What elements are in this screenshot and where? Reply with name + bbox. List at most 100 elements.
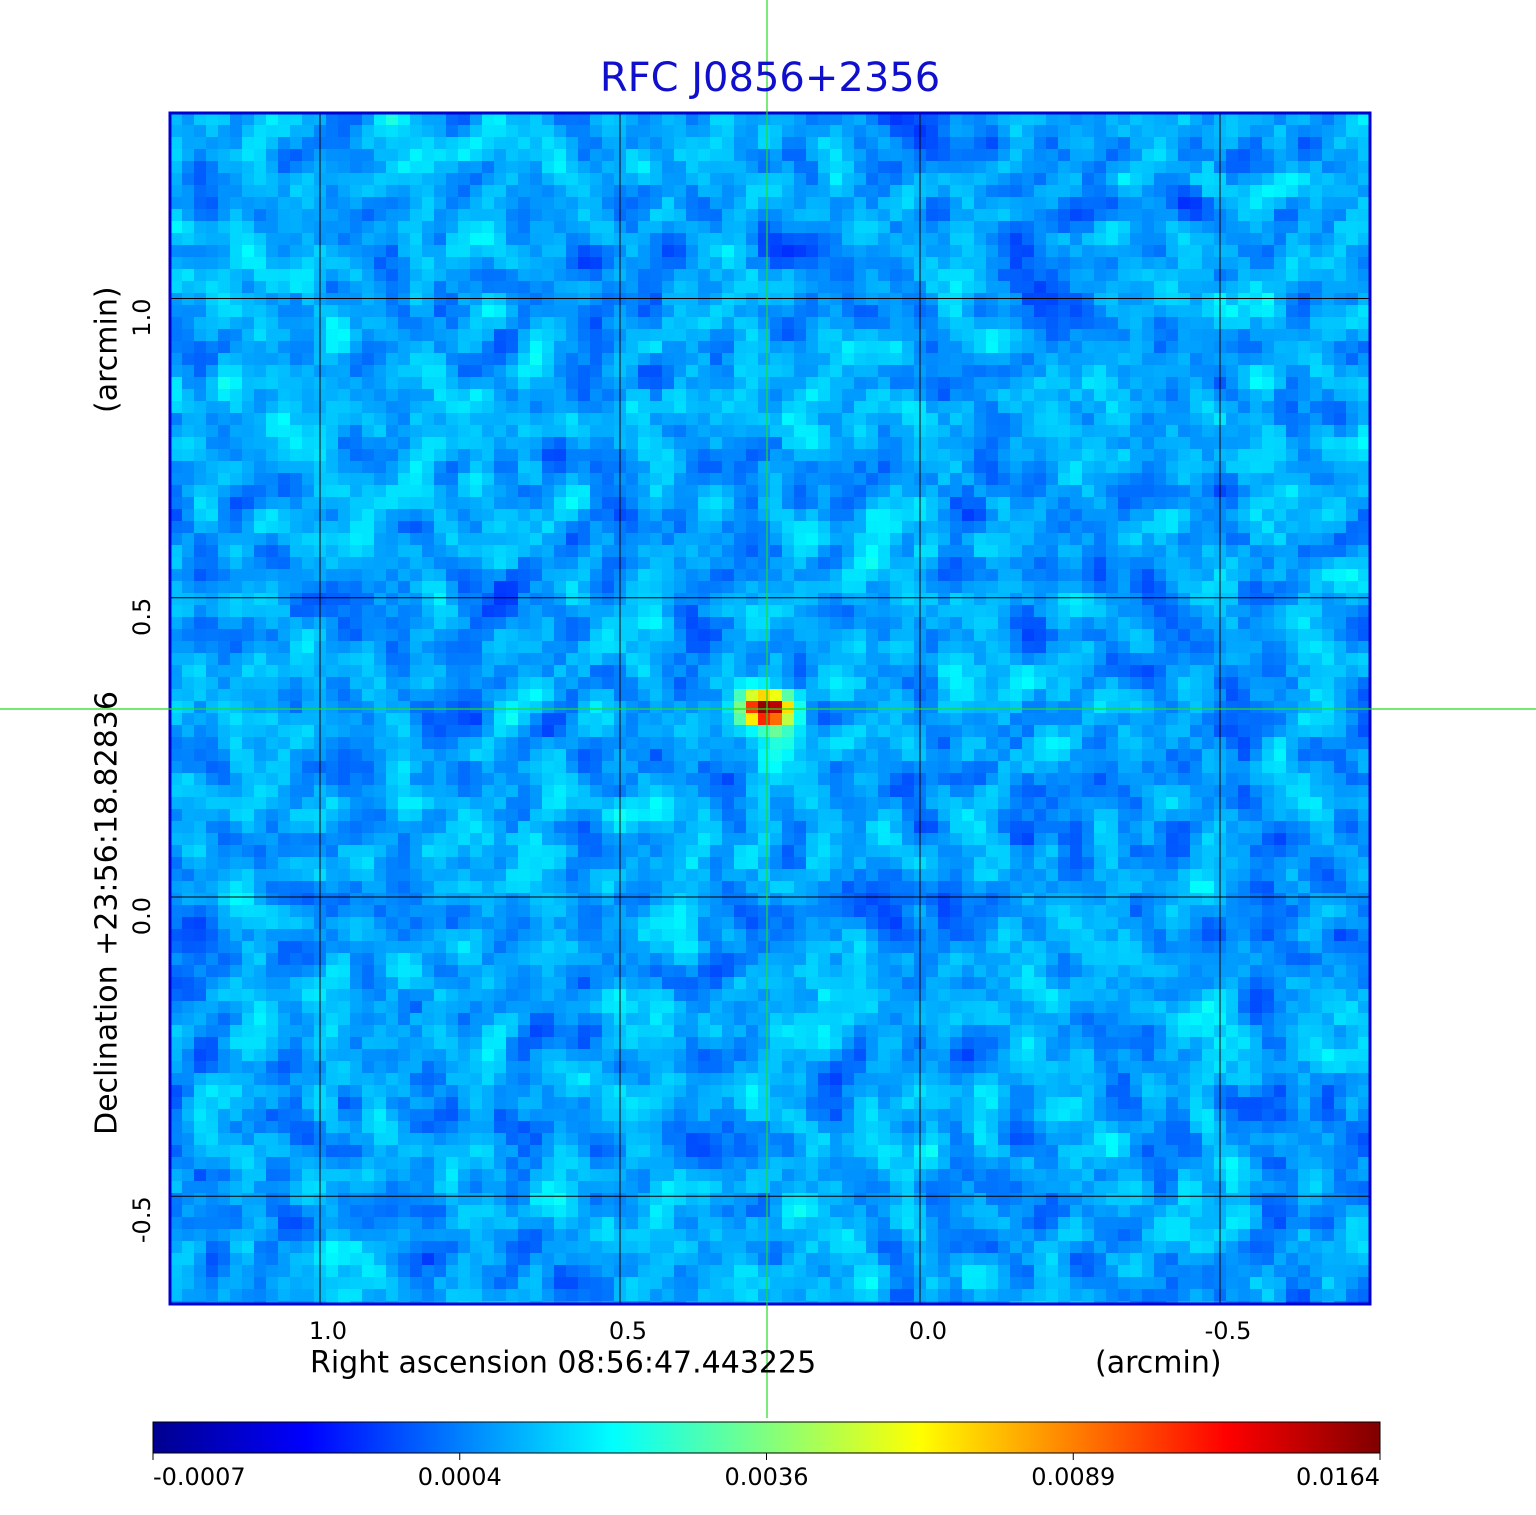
noise-pixel bbox=[1070, 449, 1083, 462]
noise-pixel bbox=[206, 197, 219, 210]
noise-pixel bbox=[398, 401, 411, 414]
noise-pixel bbox=[1142, 149, 1155, 162]
noise-pixel bbox=[746, 605, 759, 618]
noise-pixel bbox=[1166, 641, 1179, 654]
noise-pixel bbox=[926, 449, 939, 462]
noise-pixel bbox=[362, 377, 375, 390]
noise-pixel bbox=[1166, 149, 1179, 162]
noise-pixel bbox=[1070, 461, 1083, 474]
noise-pixel bbox=[698, 569, 711, 582]
noise-pixel bbox=[602, 197, 615, 210]
noise-pixel bbox=[1166, 257, 1179, 270]
noise-pixel bbox=[1190, 689, 1203, 702]
noise-pixel bbox=[1034, 293, 1047, 306]
noise-pixel bbox=[1166, 305, 1179, 318]
noise-pixel bbox=[386, 125, 399, 138]
noise-pixel bbox=[1022, 293, 1035, 306]
noise-pixel bbox=[254, 149, 267, 162]
noise-pixel bbox=[1358, 365, 1370, 378]
noise-pixel bbox=[278, 185, 291, 198]
noise-pixel bbox=[1322, 341, 1335, 354]
noise-pixel bbox=[722, 569, 735, 582]
noise-pixel bbox=[854, 329, 867, 342]
noise-pixel bbox=[242, 605, 255, 618]
noise-pixel bbox=[602, 653, 615, 666]
noise-pixel bbox=[1190, 209, 1203, 222]
noise-pixel bbox=[434, 689, 447, 702]
noise-pixel bbox=[794, 545, 807, 558]
noise-pixel bbox=[542, 269, 555, 282]
noise-pixel bbox=[1094, 329, 1107, 342]
noise-pixel bbox=[1358, 257, 1370, 270]
noise-pixel bbox=[722, 389, 735, 402]
noise-pixel bbox=[1046, 413, 1059, 426]
noise-pixel bbox=[1238, 389, 1251, 402]
noise-pixel bbox=[938, 545, 951, 558]
noise-pixel bbox=[1142, 497, 1155, 510]
noise-pixel bbox=[710, 257, 723, 270]
noise-pixel bbox=[1070, 365, 1083, 378]
noise-pixel bbox=[194, 701, 207, 714]
noise-pixel bbox=[338, 365, 351, 378]
noise-pixel bbox=[662, 545, 675, 558]
noise-pixel bbox=[1346, 329, 1359, 342]
noise-pixel bbox=[530, 509, 543, 522]
noise-pixel bbox=[206, 341, 219, 354]
noise-pixel bbox=[1298, 341, 1311, 354]
noise-pixel bbox=[194, 425, 207, 438]
noise-pixel bbox=[1286, 689, 1299, 702]
noise-pixel bbox=[830, 701, 843, 714]
noise-pixel bbox=[1298, 221, 1311, 234]
noise-pixel bbox=[1046, 509, 1059, 522]
noise-pixel bbox=[686, 365, 699, 378]
noise-pixel bbox=[878, 377, 891, 390]
noise-pixel bbox=[254, 161, 267, 174]
noise-pixel bbox=[362, 305, 375, 318]
noise-pixel bbox=[1106, 269, 1119, 282]
noise-pixel bbox=[1118, 509, 1131, 522]
noise-pixel bbox=[950, 473, 963, 486]
noise-pixel bbox=[470, 653, 483, 666]
noise-pixel bbox=[1094, 245, 1107, 258]
noise-pixel bbox=[1034, 473, 1047, 486]
noise-pixel bbox=[746, 221, 759, 234]
noise-pixel bbox=[338, 293, 351, 306]
noise-pixel bbox=[542, 641, 555, 654]
noise-pixel bbox=[1178, 665, 1191, 678]
noise-pixel bbox=[818, 677, 831, 690]
noise-pixel bbox=[170, 341, 183, 354]
noise-pixel bbox=[1202, 593, 1215, 606]
noise-pixel bbox=[746, 209, 759, 222]
noise-pixel bbox=[710, 305, 723, 318]
noise-pixel bbox=[842, 449, 855, 462]
noise-pixel bbox=[374, 389, 387, 402]
noise-pixel bbox=[962, 221, 975, 234]
noise-pixel bbox=[698, 389, 711, 402]
noise-pixel bbox=[794, 641, 807, 654]
noise-pixel bbox=[1034, 677, 1047, 690]
noise-pixel bbox=[182, 233, 195, 246]
noise-pixel bbox=[422, 701, 435, 714]
noise-pixel bbox=[866, 545, 879, 558]
noise-pixel bbox=[650, 305, 663, 318]
noise-pixel bbox=[1022, 197, 1035, 210]
noise-pixel bbox=[302, 341, 315, 354]
noise-pixel bbox=[938, 653, 951, 666]
noise-pixel bbox=[758, 149, 771, 162]
noise-pixel bbox=[734, 521, 747, 534]
noise-pixel bbox=[338, 125, 351, 138]
noise-pixel bbox=[782, 245, 795, 258]
noise-pixel bbox=[1118, 413, 1131, 426]
noise-pixel bbox=[578, 665, 591, 678]
noise-pixel bbox=[722, 137, 735, 150]
noise-pixel bbox=[182, 377, 195, 390]
noise-pixel bbox=[470, 257, 483, 270]
noise-pixel bbox=[1178, 329, 1191, 342]
noise-pixel bbox=[1142, 473, 1155, 486]
noise-pixel bbox=[722, 665, 735, 678]
noise-pixel bbox=[482, 581, 495, 594]
noise-pixel bbox=[530, 401, 543, 414]
noise-pixel bbox=[938, 341, 951, 354]
noise-pixel bbox=[206, 677, 219, 690]
noise-pixel bbox=[1250, 509, 1263, 522]
